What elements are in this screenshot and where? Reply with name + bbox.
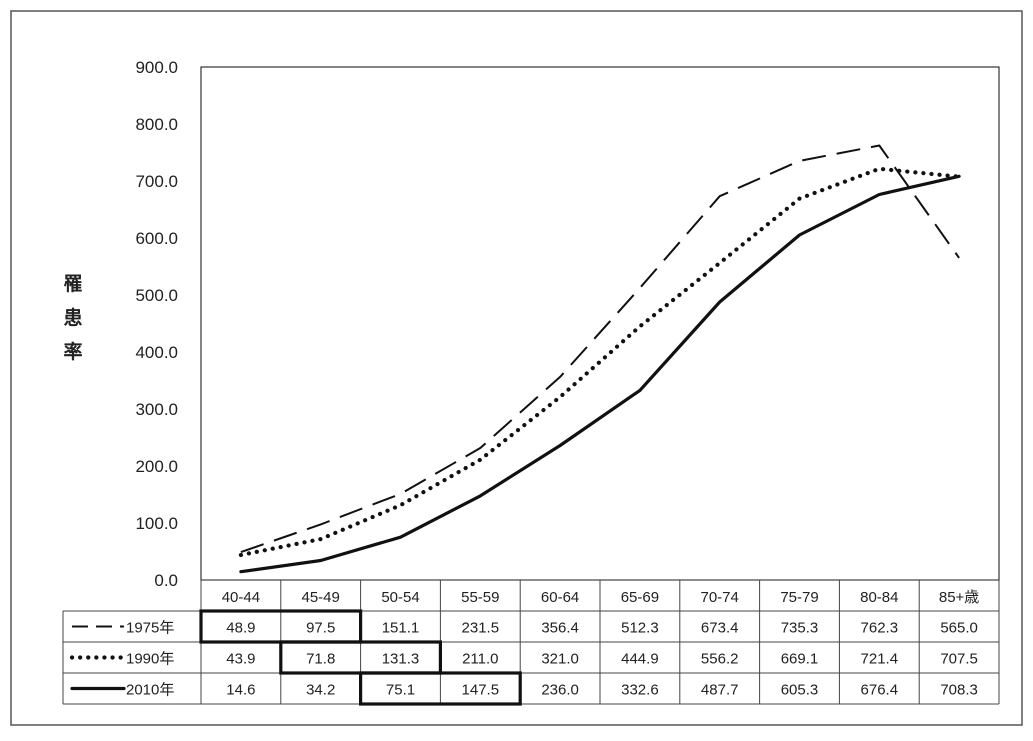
data-label: 721.4 [861, 651, 899, 668]
data-label: 231.5 [462, 620, 500, 637]
data-label: 75.1 [386, 682, 415, 699]
legend-entry: 1990年 [126, 651, 174, 668]
data-label: 151.1 [382, 620, 420, 637]
legend-entry: 2010年 [126, 682, 174, 699]
y-axis-label-char: 罹 [63, 273, 82, 295]
data-label: 762.3 [861, 620, 899, 637]
y-tick-label: 200.0 [135, 457, 178, 476]
y-axis-label-char: 率 [63, 340, 82, 363]
data-label: 673.4 [701, 620, 739, 637]
x-tick-label: 70-74 [701, 589, 739, 606]
data-label: 707.5 [940, 651, 978, 668]
data-label: 708.3 [940, 682, 978, 699]
data-label: 43.9 [226, 651, 255, 668]
data-label: 356.4 [541, 620, 579, 637]
highlight-box [359, 671, 522, 706]
series-lines [238, 144, 962, 574]
y-tick-label: 400.0 [135, 343, 178, 362]
x-tick-label: 85+歳 [939, 589, 979, 606]
data-label: 565.0 [940, 620, 978, 637]
outer-frame [10, 10, 1023, 726]
data-label: 48.9 [226, 620, 255, 637]
series-line-dashed [240, 144, 960, 554]
series-line-dotted [238, 166, 962, 558]
x-tick-label: 80-84 [860, 589, 898, 606]
x-tick-label: 40-44 [222, 589, 260, 606]
data-label: 512.3 [621, 620, 659, 637]
data-label: 211.0 [462, 651, 498, 668]
legend-entry: 1975年 [126, 620, 174, 637]
data-label: 147.5 [462, 682, 500, 699]
data-label: 556.2 [701, 651, 739, 668]
data-label: 735.3 [781, 620, 819, 637]
x-tick-label: 65-69 [621, 589, 659, 606]
y-tick-labels: 0.0 100.0 200.0 300.0 400.0 500.0 600.0 700.0 80… [135, 58, 178, 590]
data-label: 321.0 [541, 651, 579, 668]
data-label: 444.9 [621, 651, 659, 668]
y-axis-label-char: 患 [63, 306, 82, 329]
y-axis-label: 罹患率 [63, 273, 82, 363]
y-tick-label: 800.0 [135, 115, 178, 134]
data-label: 97.5 [306, 620, 335, 637]
data-label: 669.1 [781, 651, 819, 668]
data-label: 487.7 [701, 682, 739, 699]
y-tick-label: 0.0 [154, 571, 178, 590]
data-label: 676.4 [861, 682, 899, 699]
data-label: 605.3 [781, 682, 819, 699]
x-tick-label: 55-59 [461, 589, 499, 606]
y-tick-label: 300.0 [135, 400, 178, 419]
x-tick-label: 75-79 [780, 589, 818, 606]
highlight-boxes [199, 609, 522, 706]
data-table: 40-44 45-49 50-54 55-59 60-64 65-69 70-74 75-79… [62, 579, 1000, 705]
data-label: 71.8 [306, 651, 335, 668]
series-line-solid [239, 174, 961, 574]
data-label: 332.6 [621, 682, 659, 699]
x-tick-label: 50-54 [381, 589, 419, 606]
data-label: 131.3 [382, 651, 420, 668]
y-tick-label: 600.0 [135, 229, 178, 248]
y-tick-label: 100.0 [135, 514, 178, 533]
y-tick-label: 900.0 [135, 58, 178, 77]
x-tick-label: 45-49 [302, 589, 340, 606]
y-tick-label: 700.0 [135, 172, 178, 191]
y-tick-label: 500.0 [135, 286, 178, 305]
data-label: 236.0 [541, 682, 579, 699]
x-tick-label: 60-64 [541, 589, 579, 606]
data-label: 14.6 [226, 682, 255, 699]
data-label: 34.2 [306, 682, 335, 699]
